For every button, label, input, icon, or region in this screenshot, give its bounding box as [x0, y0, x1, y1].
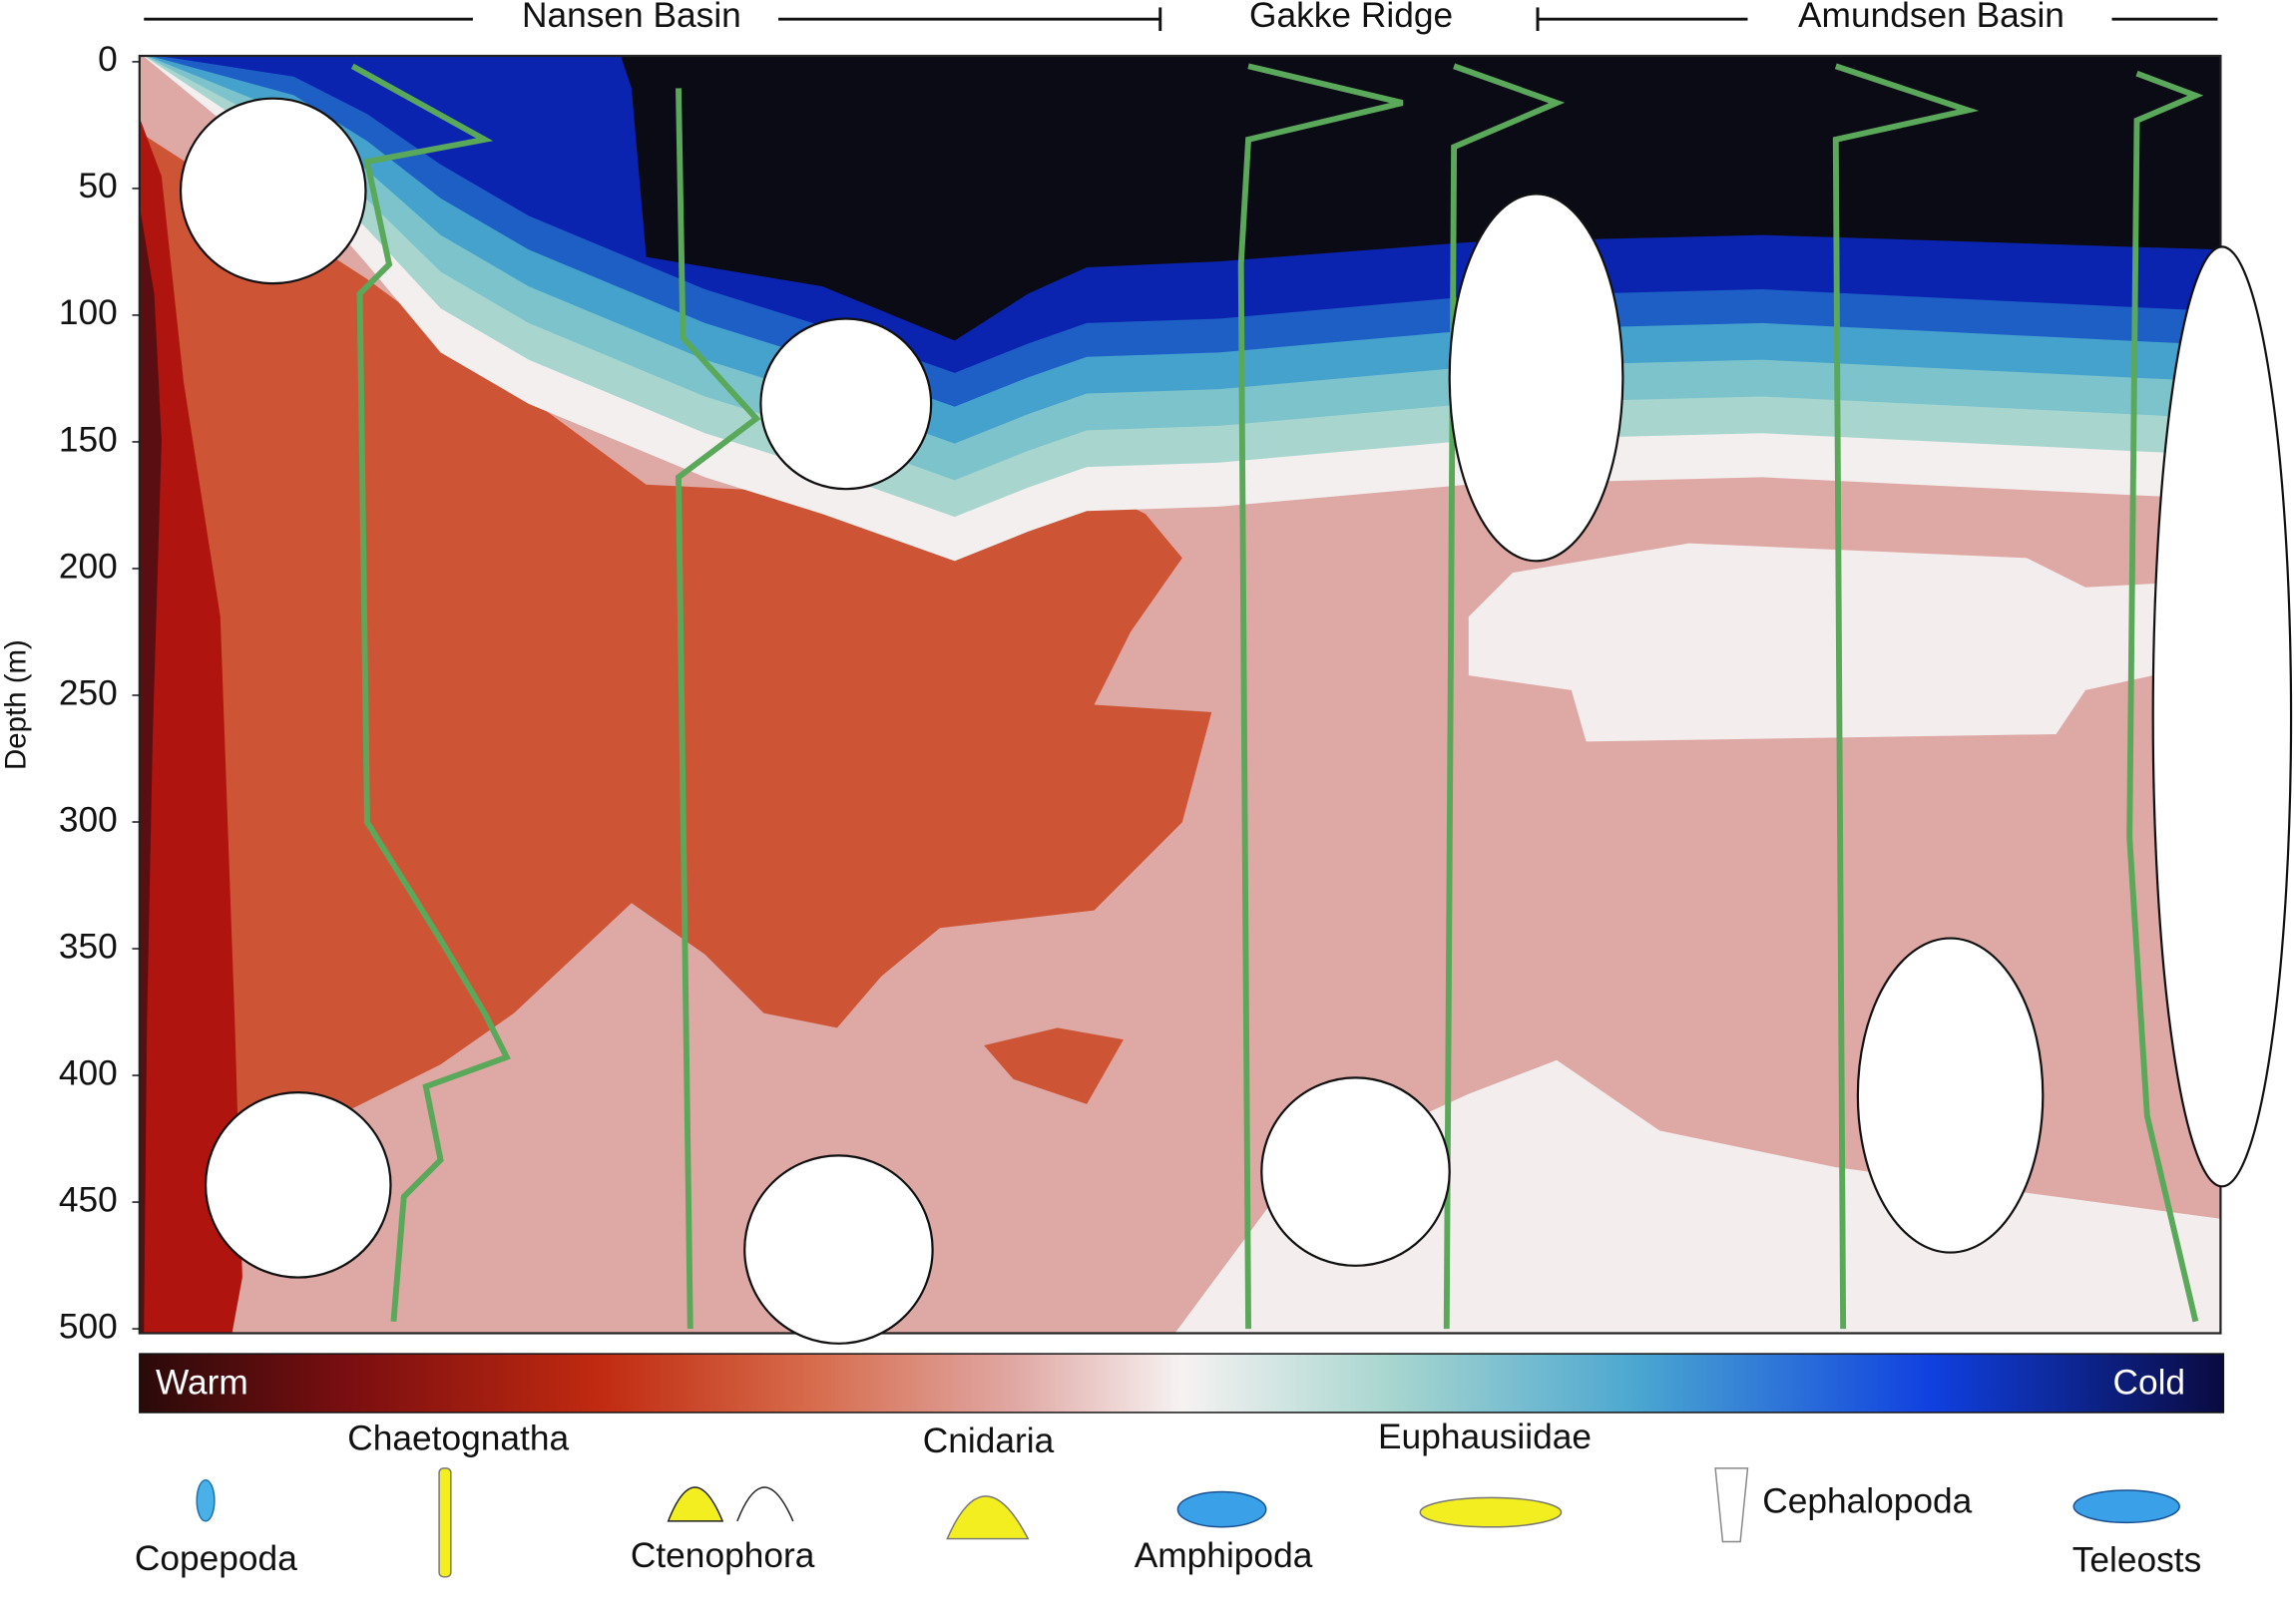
sample-bubble [743, 1154, 934, 1345]
legend: Copepoda Chaetognatha Ctenophora Cnidari… [135, 1418, 2201, 1580]
legend-label: Chaetognatha [347, 1419, 569, 1457]
sample-bubble [1856, 937, 2045, 1254]
warm-water [984, 1027, 1124, 1104]
y-tick-label: 100 [59, 293, 118, 332]
section-label: Nansen Basin [522, 0, 741, 35]
section-label: Amundsen Basin [1798, 0, 2065, 35]
sample-bubble [759, 317, 933, 491]
legend-label: Ctenophora [631, 1536, 815, 1575]
legend-icon [1176, 1490, 1267, 1528]
sample-bubble [1448, 193, 1624, 563]
cold-core [621, 56, 2221, 341]
section-plot [139, 56, 2221, 1334]
profile-line [2126, 70, 2204, 1323]
profile-line [1443, 63, 1566, 1330]
warmest-core [139, 205, 162, 1334]
profile-line [676, 88, 761, 1330]
legend-icon [1714, 1467, 1749, 1543]
sample-bubble [2151, 245, 2293, 1188]
y-tick-label: 250 [59, 673, 118, 712]
legend-label: Cephalopoda [1762, 1482, 1972, 1521]
y-tick-label: 50 [78, 167, 117, 205]
profiles [350, 63, 2204, 1330]
profile-line [1237, 63, 1404, 1330]
legend-icon [667, 1486, 724, 1522]
y-tick-label: 350 [59, 927, 118, 966]
legend-label: Amphipoda [1135, 1536, 1313, 1575]
section-label: Gakke Ridge [1249, 0, 1453, 35]
legend-icon [438, 1467, 452, 1578]
y-tick-label: 450 [59, 1180, 118, 1219]
y-tick-label: 0 [98, 40, 118, 79]
warm-water [139, 132, 1212, 1175]
legend-icon [196, 1478, 216, 1522]
y-tick-label: 500 [59, 1307, 118, 1346]
legend-label: Cnidaria [923, 1421, 1055, 1460]
legend-label: Copepoda [135, 1539, 297, 1578]
cold-layers [143, 56, 2221, 562]
colorbar-high: Cold [2112, 1363, 2185, 1402]
warmest-water [139, 117, 242, 1334]
legend-icon [2072, 1489, 2180, 1524]
sample-bubble [179, 97, 367, 285]
legend-icon [1419, 1496, 1563, 1528]
sample-bubble [1260, 1076, 1451, 1267]
legend-icon [946, 1495, 1030, 1540]
profile-line [350, 63, 511, 1322]
y-tick-label: 200 [59, 547, 118, 586]
sample-bubbles [179, 97, 2293, 1345]
legend-label: Teleosts [2072, 1540, 2202, 1579]
y-tick-label: 400 [59, 1053, 118, 1092]
cold-water [1468, 543, 2221, 742]
legend-icon [736, 1486, 794, 1522]
colorbar-low: Warm [156, 1363, 248, 1402]
sample-bubble [204, 1091, 392, 1279]
legend-label: Euphausiidae [1378, 1418, 1592, 1456]
y-tick-label: 300 [59, 800, 118, 839]
y-tick-label: 150 [59, 420, 118, 459]
profile-line [1832, 63, 1980, 1330]
y-axis-label: Depth (m) [0, 639, 32, 770]
colorbar [139, 1353, 2225, 1414]
